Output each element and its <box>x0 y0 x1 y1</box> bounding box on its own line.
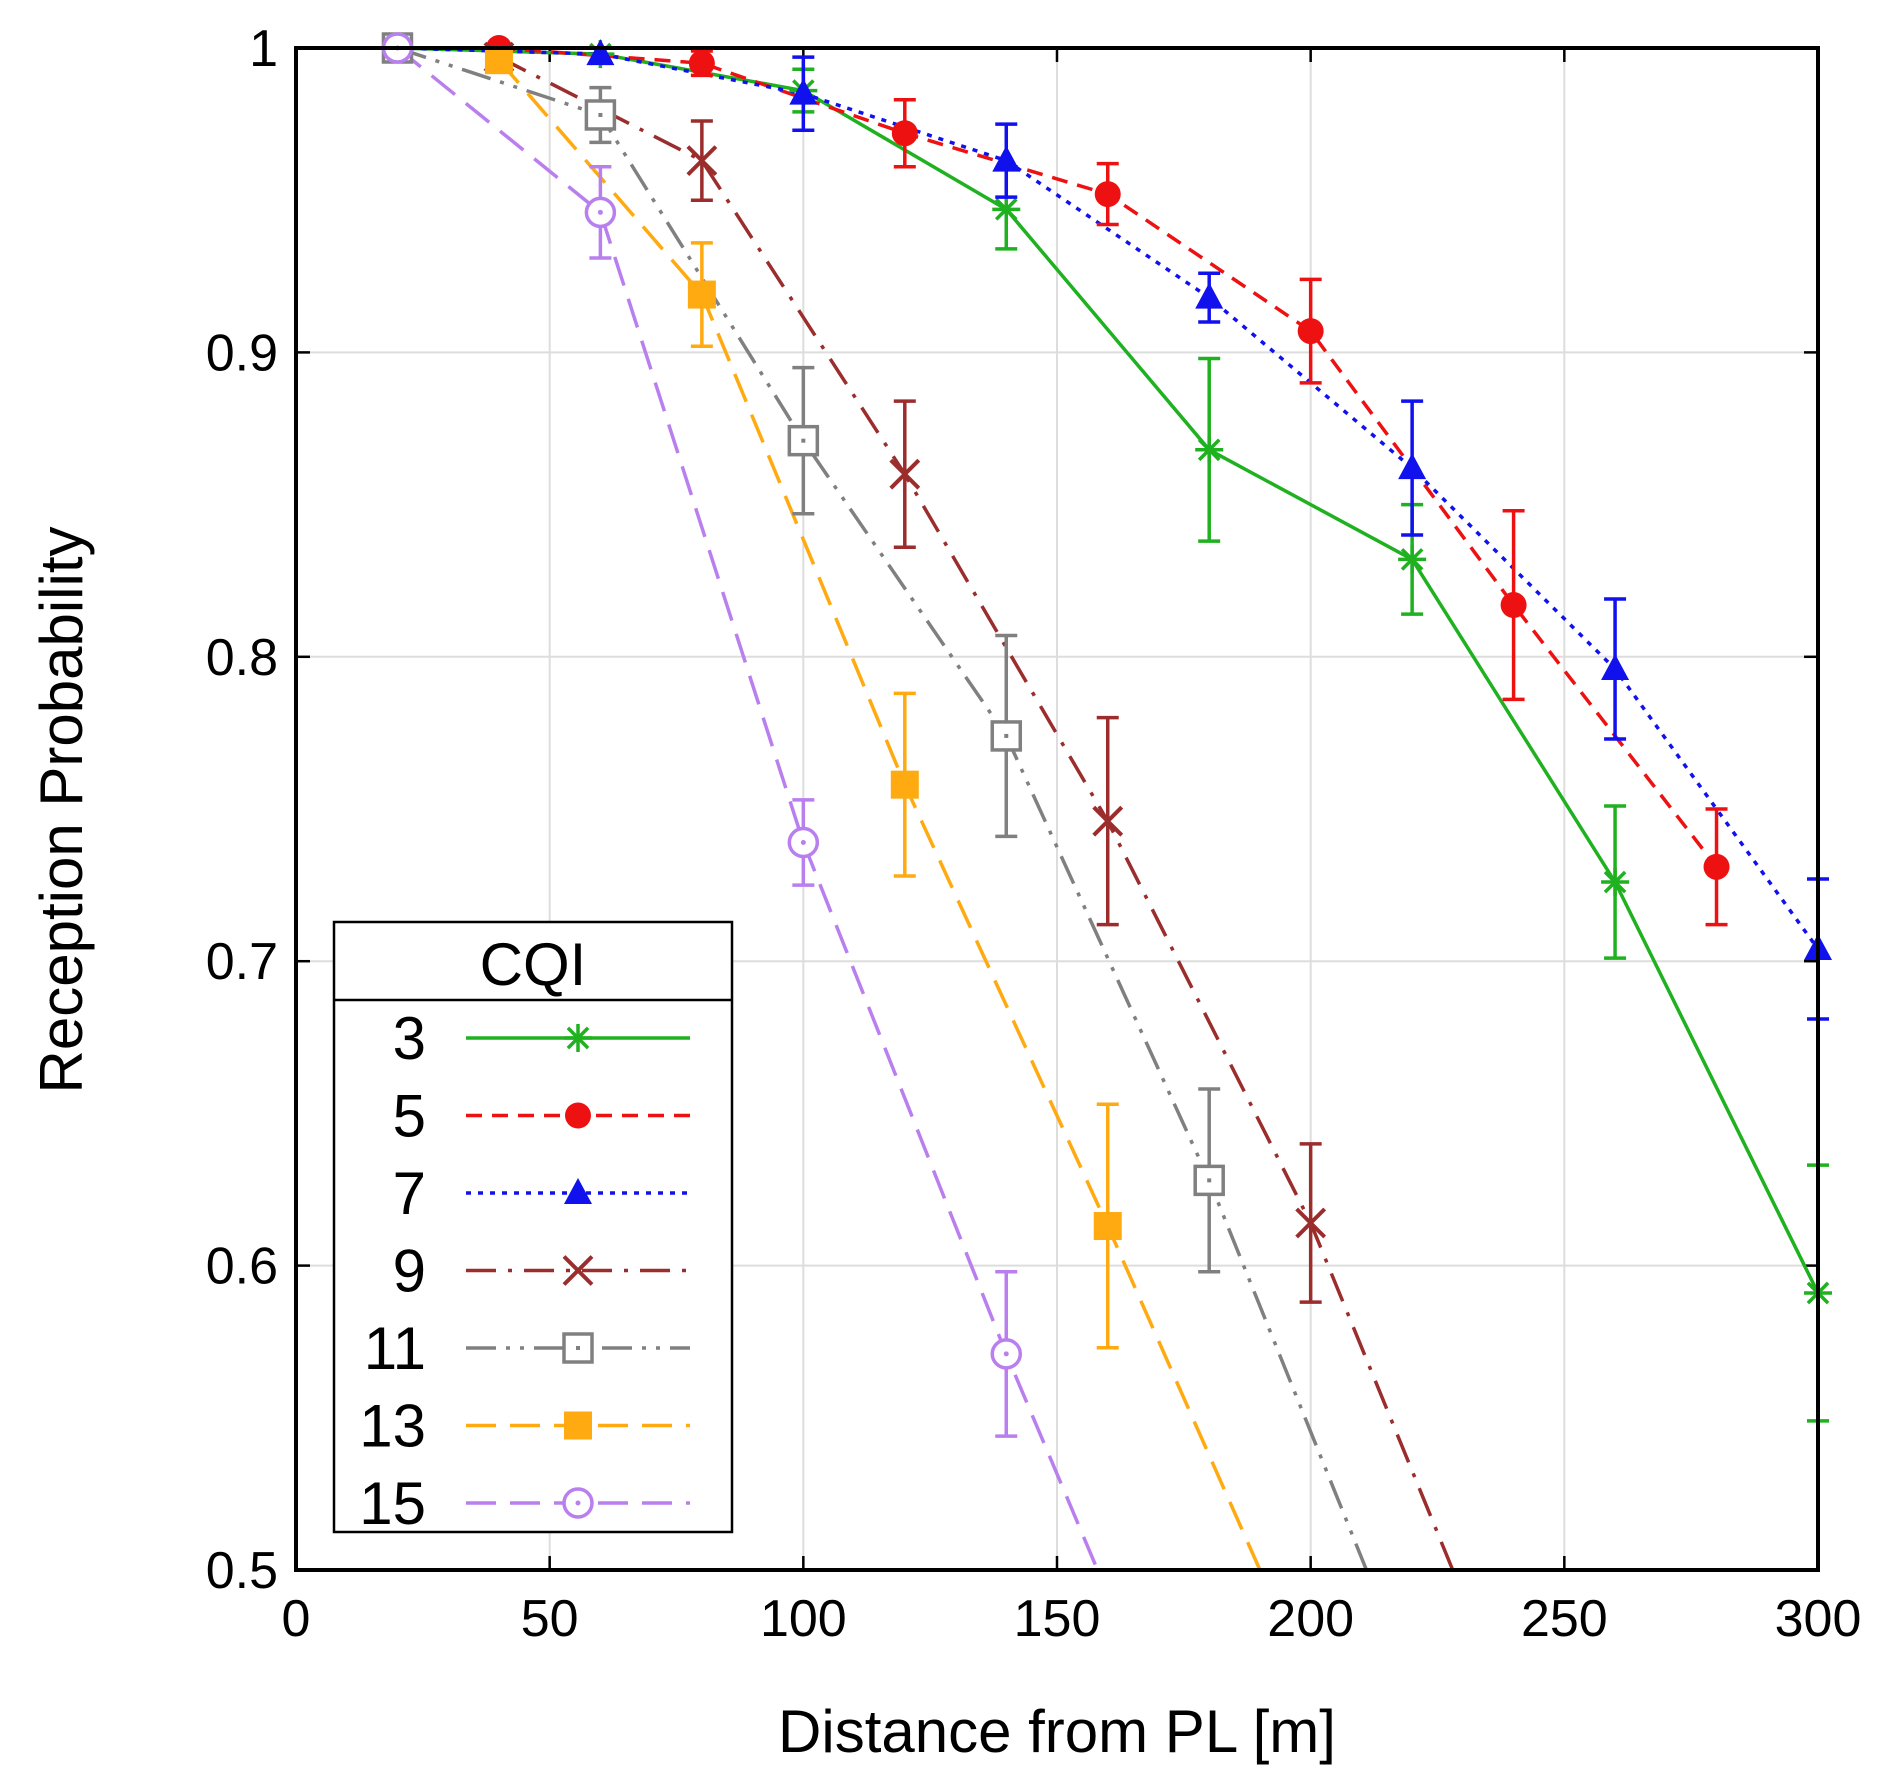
y-axis-title: Reception Probability <box>28 527 95 1094</box>
data-point-cqi-13 <box>890 770 919 799</box>
legend-label-cqi-15: 15 <box>359 1470 426 1537</box>
y-tick-label: 1 <box>249 20 278 78</box>
legend-marker-cqi-7 <box>564 1178 592 1204</box>
data-point-cqi-5 <box>1297 318 1324 345</box>
data-point-cqi-13 <box>1093 1212 1122 1241</box>
series-line-cqi-11 <box>396 48 1369 1570</box>
data-point-cqi-7 <box>1398 453 1427 480</box>
x-tick-label: 250 <box>1521 1590 1608 1648</box>
data-point-cqi-7 <box>1195 282 1224 309</box>
data-point-cqi-7 <box>586 39 615 66</box>
data-point-cqi-5 <box>1094 181 1121 208</box>
legend-marker-cqi-13 <box>564 1411 592 1440</box>
legend-marker-cqi-15 <box>562 1487 594 1519</box>
data-point-cqi-13 <box>687 280 716 309</box>
data-point-cqi-11 <box>584 99 617 131</box>
data-point-cqi-11 <box>990 720 1023 752</box>
data-point-cqi-5 <box>891 120 918 147</box>
x-tick-label: 300 <box>1775 1590 1862 1648</box>
legend-label-cqi-3: 3 <box>393 1005 426 1072</box>
y-tick-label: 0.9 <box>206 324 278 382</box>
x-tick-label: 0 <box>282 1590 311 1648</box>
x-axis-title: Distance from PL [m] <box>778 1698 1336 1765</box>
legend-marker-cqi-11 <box>562 1332 594 1364</box>
legend-box <box>332 920 734 1534</box>
data-point-cqi-7 <box>992 145 1021 172</box>
series-line-cqi-15 <box>396 48 1100 1570</box>
legend-label-cqi-5: 5 <box>393 1083 426 1150</box>
x-tick-label: 200 <box>1267 1590 1354 1648</box>
y-tick-label: 0.5 <box>206 1542 278 1600</box>
data-point-cqi-13 <box>484 46 513 75</box>
data-point-cqi-9 <box>1092 805 1124 837</box>
series-line-cqi-7 <box>397 48 1818 951</box>
legend-label-cqi-7: 7 <box>393 1160 426 1227</box>
legend-marker-cqi-3 <box>564 1024 592 1052</box>
data-point-cqi-3 <box>1398 545 1427 574</box>
data-point-cqi-5 <box>1703 853 1730 880</box>
legend: CQI 3 5 7 9 11 13 15 <box>332 920 734 1537</box>
y-tick-label: 0.8 <box>206 629 278 687</box>
data-point-cqi-5 <box>688 50 715 77</box>
y-tick-label: 0.6 <box>206 1238 278 1296</box>
data-point-cqi-3 <box>992 195 1021 224</box>
data-point-cqi-9 <box>1295 1207 1327 1239</box>
y-tick-label: 0.7 <box>206 933 278 991</box>
data-point-cqi-15 <box>787 826 820 859</box>
tick-labels: 0 50 100 150 200 250 300 0.5 0.6 0.7 0.8 0.9 1 <box>206 20 1862 1648</box>
data-point-cqi-7 <box>1601 653 1630 680</box>
data-point-cqi-9 <box>889 458 921 490</box>
series-line-cqi-9 <box>498 55 1455 1570</box>
legend-entries: 3 5 7 9 11 13 15 <box>359 1005 690 1537</box>
x-tick-label: 50 <box>521 1590 579 1648</box>
legend-marker-cqi-9 <box>562 1255 594 1286</box>
data-point-cqi-7 <box>789 78 818 105</box>
legend-label-cqi-9: 9 <box>393 1238 426 1305</box>
x-tick-label: 100 <box>760 1590 847 1648</box>
legend-label-cqi-13: 13 <box>359 1393 426 1460</box>
data-point-cqi-9 <box>686 145 718 177</box>
x-tick-label: 150 <box>1014 1590 1101 1648</box>
plot-frame <box>294 46 1820 1572</box>
legend-marker-cqi-5 <box>565 1102 591 1129</box>
data-point-cqi-15 <box>990 1338 1023 1370</box>
legend-label-cqi-11: 11 <box>364 1315 426 1382</box>
data-point-cqi-15 <box>584 196 617 229</box>
data-point-cqi-3 <box>1195 435 1224 464</box>
legend-title: CQI <box>480 931 587 998</box>
data-point-cqi-3 <box>1601 868 1630 897</box>
data-point-cqi-5 <box>1500 592 1527 619</box>
data-point-cqi-11 <box>787 424 820 457</box>
data-point-cqi-11 <box>1193 1164 1225 1197</box>
